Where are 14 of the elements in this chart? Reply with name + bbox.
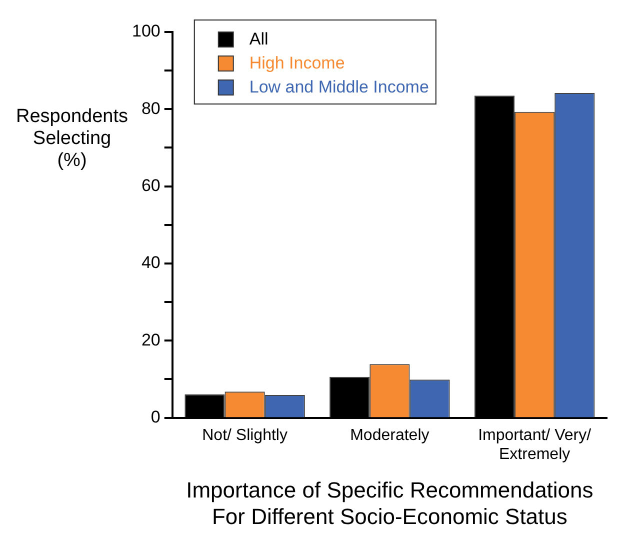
x-axis-title: Importance of Specific Recommendations For Different Socio-Economic Status	[186, 477, 594, 529]
y-tick-label: 80	[141, 98, 160, 118]
y-tick-label: 60	[141, 176, 160, 196]
y-tick-label: 100	[132, 22, 160, 41]
x-tick-label: Moderately	[350, 426, 430, 444]
legend-label: High Income	[249, 54, 345, 73]
y-tick-label: 40	[141, 253, 160, 272]
x-tick-label: Important/ Very/ Extremely	[478, 426, 592, 464]
legend-label: All	[249, 30, 268, 49]
y-tick-label: 0	[150, 407, 160, 426]
x-tick-label: Not/ Slightly	[202, 426, 288, 444]
y-axis-title: Respondents Selecting (%)	[16, 106, 128, 172]
y-tick-label: 20	[141, 330, 160, 350]
legend-label: Low and Middle Income	[249, 78, 429, 97]
